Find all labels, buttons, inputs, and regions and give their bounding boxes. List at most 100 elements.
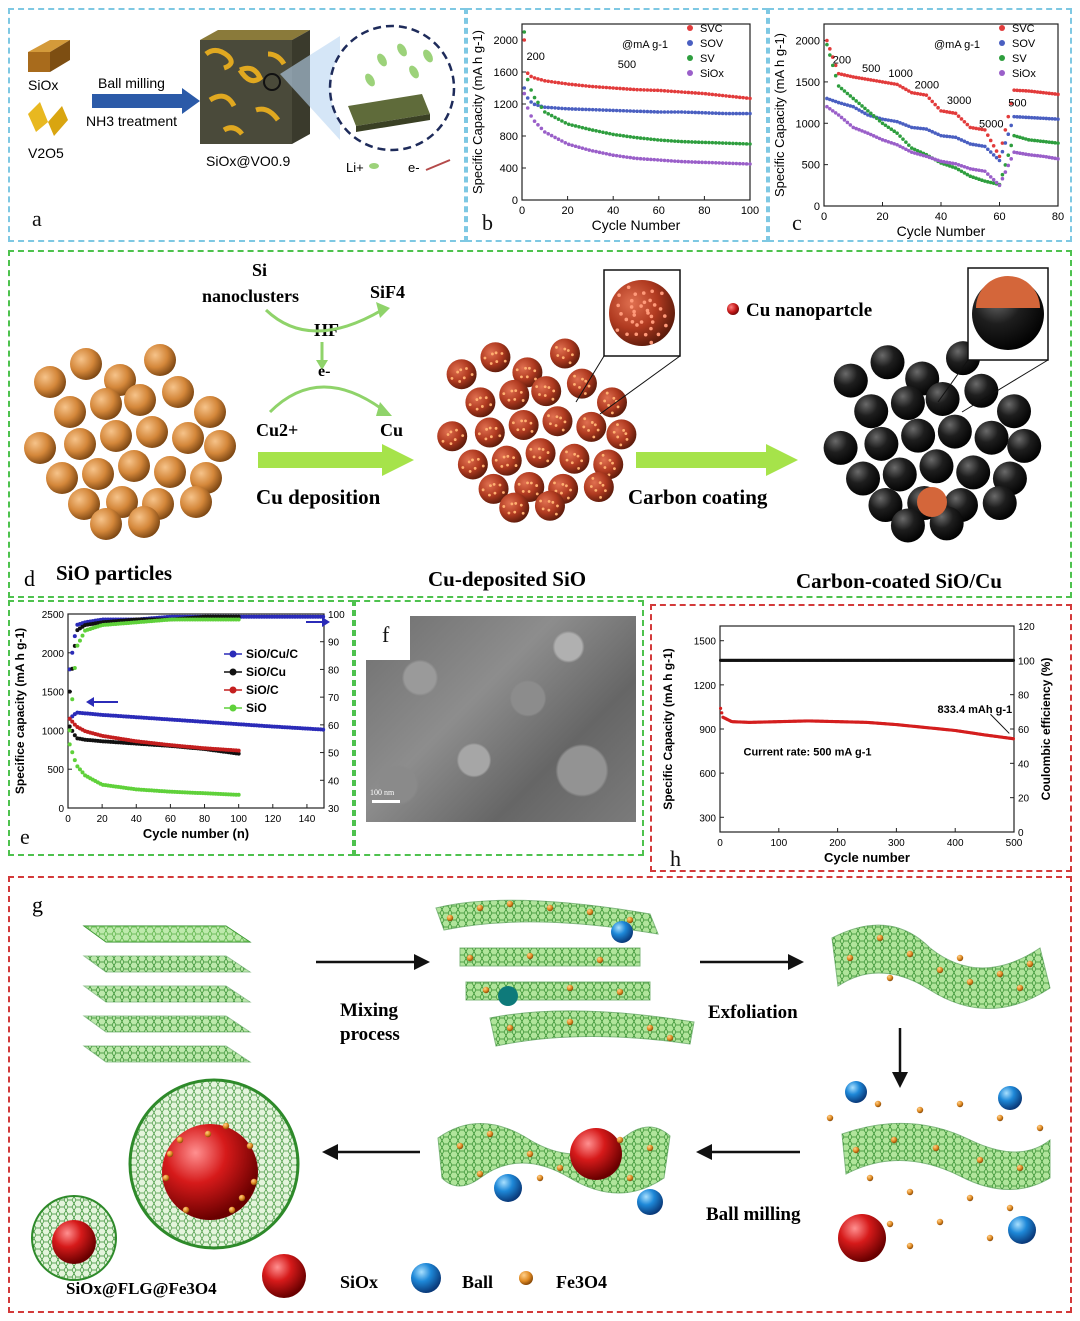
- data-point: [611, 86, 615, 90]
- legend-marker: [999, 70, 1005, 76]
- data-point: [642, 157, 646, 161]
- data-point: [744, 142, 749, 146]
- legend-label: SiOx: [1012, 68, 1036, 80]
- data-point: [854, 99, 858, 103]
- cu-dot: [456, 370, 460, 374]
- data-point: [676, 139, 680, 144]
- data-point: [1041, 116, 1046, 121]
- fe3o4-dot: [556, 1164, 564, 1172]
- legend-label: SVC: [700, 23, 723, 35]
- data-point: [845, 103, 850, 107]
- data-point: [1056, 117, 1060, 121]
- x-tick-label: 100: [770, 838, 787, 849]
- data-point: [830, 98, 835, 103]
- data-point: [77, 767, 82, 772]
- data-point: [842, 73, 847, 77]
- y-axis-label: Specifice capacity (mA h g-1): [13, 628, 27, 794]
- data-point: [1009, 123, 1013, 128]
- fe3o4-dot: [916, 1106, 924, 1114]
- data-point: [892, 82, 896, 86]
- data-point: [965, 165, 970, 170]
- fe3o4-dot: [476, 904, 484, 912]
- data-point: [1029, 153, 1034, 157]
- data-point: [549, 79, 554, 84]
- data-point: [950, 165, 955, 169]
- cu-dot: [514, 502, 518, 505]
- data-point: [707, 111, 711, 115]
- data-point: [988, 180, 993, 185]
- data-point: [907, 124, 911, 129]
- y2-tick-label: 80: [1018, 691, 1030, 702]
- y2-tick-label: 40: [1018, 759, 1030, 770]
- data-point: [950, 111, 955, 115]
- data-point: [543, 110, 547, 114]
- data-point: [649, 137, 653, 141]
- particle: [34, 366, 66, 398]
- cu-dot: [489, 362, 493, 365]
- data-point: [563, 121, 568, 125]
- legend-label: SiO/Cu/C: [246, 647, 298, 661]
- data-point: [1029, 89, 1034, 94]
- data-point: [833, 73, 838, 78]
- y-axis-label: Specific Capacity (mA h g-1): [661, 648, 675, 810]
- data-point: [696, 110, 701, 115]
- v2o5-crystal: [28, 102, 68, 136]
- nh3-label: NH3 treatment: [86, 113, 177, 129]
- particle: [82, 458, 114, 490]
- particle: [864, 426, 899, 461]
- data-point: [828, 53, 832, 57]
- cu-dot: [526, 481, 529, 485]
- data-point: [748, 162, 752, 166]
- data-point: [690, 90, 694, 95]
- legend-marker: [687, 70, 693, 76]
- particle: [525, 438, 556, 469]
- cu-dot: [662, 314, 667, 318]
- data-point: [727, 111, 732, 116]
- data-point: [945, 160, 949, 165]
- cu-dot: [441, 439, 445, 443]
- ball-milling-label: Ball milling: [98, 75, 165, 91]
- data-point: [936, 158, 940, 163]
- data-point: [953, 135, 958, 140]
- cu-dot: [649, 340, 654, 345]
- data-point: [690, 110, 694, 115]
- fe3o4-legend-icon: [519, 1271, 533, 1285]
- cu-dot: [632, 313, 637, 317]
- data-point: [1056, 92, 1060, 97]
- data-point: [532, 95, 537, 100]
- data-point: [628, 87, 633, 91]
- data-point: [1021, 136, 1025, 140]
- data-point: [734, 111, 739, 116]
- data-point: [666, 89, 670, 93]
- fe3o4-dot: [238, 1194, 246, 1202]
- cu-dot: [608, 458, 612, 462]
- y-tick-label: 300: [699, 813, 716, 824]
- current-rate-label: Current rate: 500 mA g-1: [744, 746, 872, 758]
- data-point: [1026, 138, 1031, 142]
- data-point: [529, 88, 533, 92]
- data-point: [1024, 152, 1028, 157]
- data-point: [1009, 143, 1013, 148]
- particle: [868, 488, 903, 523]
- fe3o4-dot: [966, 978, 974, 986]
- fe3o4-dot: [616, 1136, 624, 1144]
- zoom-line: [937, 359, 969, 403]
- data-point: [962, 139, 967, 144]
- data-point: [1015, 134, 1019, 139]
- data-point: [625, 134, 629, 139]
- data-point: [839, 101, 844, 106]
- li-label: Li+: [346, 160, 364, 175]
- zoom-line: [599, 355, 681, 415]
- data-point: [1018, 88, 1022, 93]
- cu-dot: [568, 361, 572, 365]
- cu-dot: [481, 488, 485, 492]
- data-point: [898, 120, 902, 125]
- data-point: [734, 141, 739, 146]
- particle: [437, 421, 468, 452]
- particle: [890, 386, 925, 421]
- data-point: [628, 109, 633, 113]
- data-point: [536, 103, 540, 108]
- cu-dot: [601, 453, 605, 457]
- data-point: [717, 111, 722, 116]
- data-point: [549, 105, 554, 110]
